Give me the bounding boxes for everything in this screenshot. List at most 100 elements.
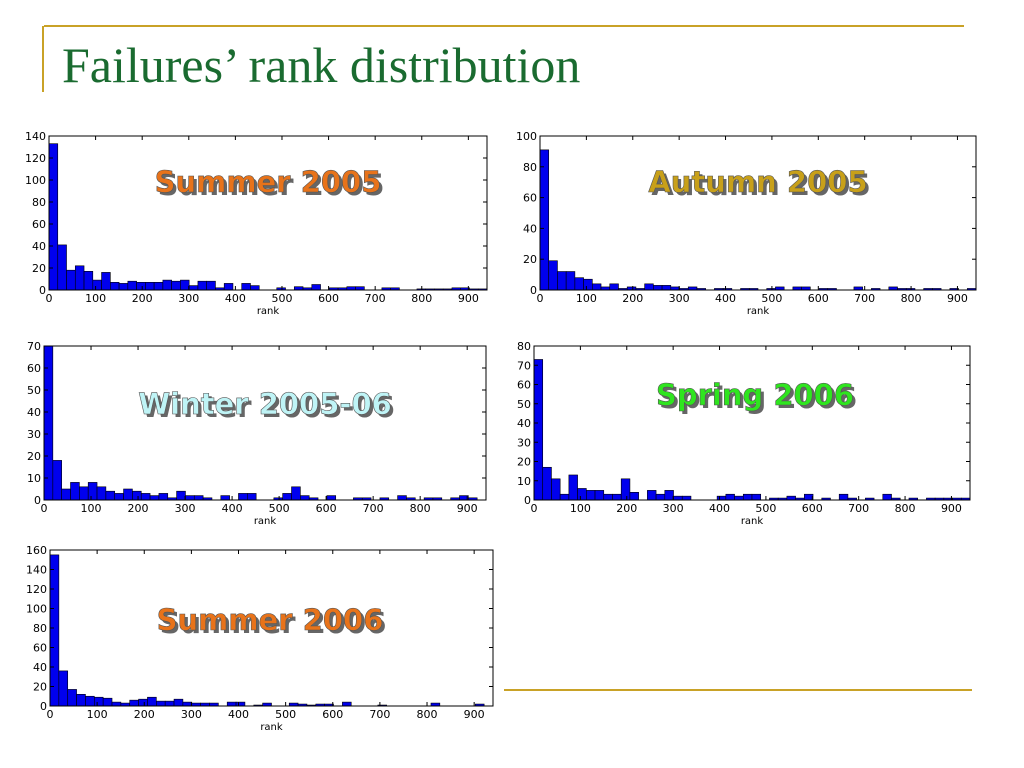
x-tick-label: 400 xyxy=(228,708,249,721)
histogram-summer-2006: 0 100 200 300 400 500 600 700 800 900 0 20 40 60 80 100… xyxy=(0,535,500,740)
x-tick-label: 800 xyxy=(417,708,438,721)
histogram-bar xyxy=(156,700,166,707)
x-tick-label: 900 xyxy=(464,708,485,721)
histogram-bar xyxy=(342,701,352,707)
x-tick-label: 300 xyxy=(669,292,690,305)
histogram-bar xyxy=(197,280,207,291)
histogram-bar xyxy=(235,701,246,707)
y-tick-label: 120 xyxy=(26,583,47,596)
x-axis-label: rank xyxy=(257,306,280,317)
histogram-bar xyxy=(127,280,137,291)
histogram-winter-2005-06-svg: 0 100 200 300 400 500 600 700 800 900 0 10 20 30 40 50 6… xyxy=(27,340,487,527)
histogram-bar xyxy=(74,265,85,291)
histogram-bar xyxy=(539,149,550,291)
y-tick-label: 60 xyxy=(27,362,41,375)
histogram-bar xyxy=(92,279,102,291)
x-tick-label: 400 xyxy=(709,502,730,515)
y-tick-label: 40 xyxy=(517,417,531,430)
histogram-bar xyxy=(176,490,186,501)
histogram-bar xyxy=(67,689,77,707)
x-tick-label: 900 xyxy=(457,502,478,515)
histogram-bar xyxy=(577,488,587,501)
histogram-bar xyxy=(173,698,184,707)
y-tick-label: 140 xyxy=(25,130,46,143)
histogram-bars xyxy=(48,143,488,291)
histogram-bar xyxy=(129,699,139,707)
histogram-bar xyxy=(548,260,558,291)
x-tick-label: 300 xyxy=(181,708,202,721)
histogram-bar xyxy=(118,283,129,291)
histogram-bar xyxy=(171,280,181,291)
x-axis-label: rank xyxy=(747,306,770,317)
x-tick-label: 300 xyxy=(178,292,199,305)
y-tick-label: 20 xyxy=(33,681,47,694)
y-tick-label: 80 xyxy=(33,622,47,635)
histogram-bar xyxy=(551,478,561,501)
histogram-bar xyxy=(804,493,814,501)
histogram-bar xyxy=(147,696,157,707)
x-tick-label: 800 xyxy=(895,502,916,515)
season-label-shadow: Summer 2006 xyxy=(160,606,387,640)
title-accent-bar xyxy=(42,26,44,92)
x-tick-label: 200 xyxy=(616,502,637,515)
x-tick-label: 700 xyxy=(854,292,875,305)
x-tick-label: 400 xyxy=(222,502,243,515)
x-tick-label: 100 xyxy=(81,502,102,515)
season-label-summer-2006: Summer 2006 xyxy=(157,603,384,637)
x-axis-label: rank xyxy=(260,722,283,733)
x-tick-label: 300 xyxy=(175,502,196,515)
y-tick-label: 20 xyxy=(523,253,537,266)
y-tick-label: 70 xyxy=(27,340,41,353)
histogram-bar xyxy=(786,495,796,501)
y-tick-label: 70 xyxy=(517,359,531,372)
histogram-bar xyxy=(101,272,111,291)
x-tick-label: 300 xyxy=(663,502,684,515)
y-tick-label: 0 xyxy=(530,284,537,297)
y-tick-label: 40 xyxy=(33,661,47,674)
histogram-bars xyxy=(533,359,971,501)
histogram-bar xyxy=(397,495,407,501)
y-tick-label: 40 xyxy=(523,222,537,235)
histogram-bar xyxy=(132,490,142,501)
histogram-bar xyxy=(238,493,248,501)
histogram-bar xyxy=(653,285,663,291)
histogram-bar xyxy=(136,282,146,291)
x-tick-label: 600 xyxy=(316,502,337,515)
histogram-bar xyxy=(223,283,234,291)
x-tick-label: 0 xyxy=(537,292,544,305)
x-tick-label: 800 xyxy=(901,292,922,305)
histogram-bar xyxy=(629,492,639,501)
histogram-bar xyxy=(533,359,544,501)
x-tick-label: 700 xyxy=(363,502,384,515)
histogram-bar xyxy=(123,488,133,501)
y-tick-label: 120 xyxy=(25,152,46,165)
y-tick-label: 80 xyxy=(32,196,46,209)
x-tick-label: 400 xyxy=(715,292,736,305)
histogram-bar xyxy=(291,486,301,501)
y-tick-label: 0 xyxy=(40,700,47,713)
y-tick-label: 60 xyxy=(32,218,46,231)
plot-frame xyxy=(533,345,971,501)
histogram-bar xyxy=(326,495,337,501)
x-tick-label: 700 xyxy=(848,502,869,515)
histogram-autumn-2005: 0 100 200 300 400 500 600 700 800 900 0 20 40 60 80 100… xyxy=(500,120,1000,325)
histogram-summer-2005-svg: 0 100 200 300 400 500 600 700 800 900 0 20 40 60 80 100… xyxy=(25,130,488,317)
y-tick-label: 60 xyxy=(517,379,531,392)
season-label-winter-2005-06: Winter 2005-06 xyxy=(138,387,392,421)
y-tick-label: 20 xyxy=(27,450,41,463)
x-tick-label: 600 xyxy=(808,292,829,305)
histogram-bar xyxy=(61,488,71,501)
y-tick-label: 80 xyxy=(523,161,537,174)
y-tick-label: 100 xyxy=(25,174,46,187)
histogram-summer-2006-svg: 0 100 200 300 400 500 600 700 800 900 0 20 40 60 80 100… xyxy=(26,544,494,733)
histogram-bar xyxy=(66,269,76,291)
histogram-bar xyxy=(620,478,631,501)
x-tick-label: 100 xyxy=(570,502,591,515)
x-tick-label: 500 xyxy=(275,708,296,721)
histogram-bar xyxy=(568,474,578,501)
histogram-bar xyxy=(70,482,80,501)
y-tick-label: 100 xyxy=(26,603,47,616)
histogram-bar xyxy=(565,271,576,291)
y-tick-label: 10 xyxy=(517,475,531,488)
histogram-bar xyxy=(140,493,151,501)
